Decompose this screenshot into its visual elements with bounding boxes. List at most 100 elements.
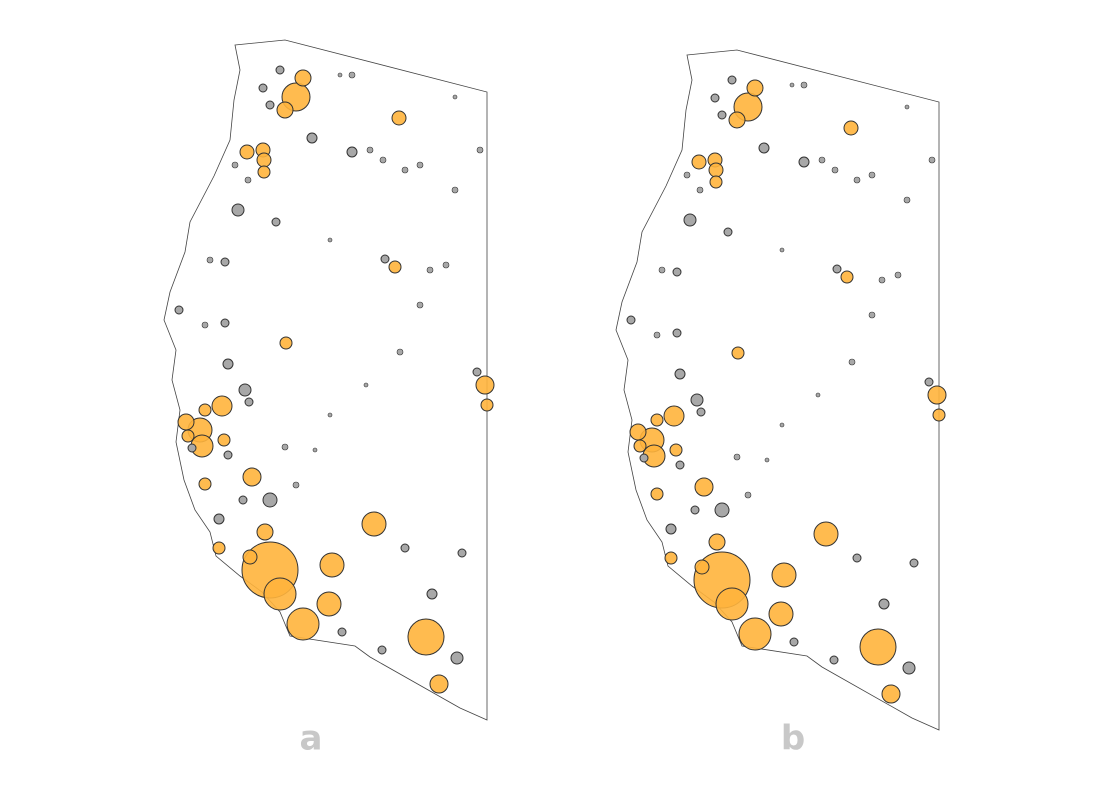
city-circle [312,447,318,453]
city-circle [903,196,911,204]
city-circle [672,328,682,338]
city-circle-highlight [475,375,495,395]
city-circle-highlight [319,552,345,578]
city-circle [665,523,677,535]
city-circle-highlight [715,587,749,621]
city-circle [187,443,197,453]
city-circle [262,492,278,508]
city-circle [363,382,369,388]
city-circle-highlight [771,562,797,588]
city-circle-highlight [177,413,195,431]
city-circle [238,495,248,505]
city-circle [426,266,434,274]
land [163,39,488,721]
city-circle-highlight [294,69,312,87]
city-circle-highlight [257,165,271,179]
city-circle [653,331,661,339]
city-circle-highlight [927,385,947,405]
city-circle-highlight [388,260,402,274]
city-circle [472,367,482,377]
city-circle [902,661,916,675]
city-circle [206,256,214,264]
city-circle-highlight [279,336,293,350]
city-circle-highlight [633,439,647,453]
city-circle [337,627,347,637]
map-panel [163,39,495,721]
city-circle-highlight [664,551,678,565]
city-circle-highlight [738,617,772,651]
city-circle-highlight [691,154,707,170]
city-circle [868,311,876,319]
city-circle-highlight [932,408,946,422]
city-circle-highlight [663,405,685,427]
city-circle [832,264,842,274]
city-circle [798,156,810,168]
city-circle-highlight [843,120,859,136]
city-circle [452,94,458,100]
city-circle [174,305,184,315]
city-circle-highlight [708,162,724,178]
city-circle [789,637,799,647]
city-circle-highlight [480,398,494,412]
city-circle-highlight [731,346,745,360]
panel-label: b [781,719,805,759]
city-circle [727,75,737,85]
city-circle [909,558,919,568]
city-circle-highlight [211,395,233,417]
city-circle [220,318,230,328]
city-circle [744,491,752,499]
city-circle [244,176,252,184]
city-circle [878,276,886,284]
city-circle-highlight [256,152,272,168]
city-circle-highlight [694,559,710,575]
city-circle [672,267,682,277]
city-circle [714,502,730,518]
city-circle [878,598,890,610]
city-circle-highlight [198,477,212,491]
city-circle [346,146,358,158]
city-circle [327,237,333,243]
city-circle-highlight [212,541,226,555]
city-circle [292,481,300,489]
city-circle-highlight [859,628,897,666]
city-circle-highlight [286,607,320,641]
city-circle [696,186,704,194]
city-circle [717,110,727,120]
city-circle [416,161,424,169]
city-circle-highlight [391,110,407,126]
city-circle [710,93,720,103]
city-circle [306,132,318,144]
city-circle [281,443,289,451]
city-circle [271,217,281,227]
city-circle [928,156,936,164]
land [615,49,940,731]
city-circle [244,397,254,407]
city-circle [476,146,484,154]
city-circle-highlight [361,511,387,537]
city-circle-highlight [242,467,262,487]
city-circle [831,166,839,174]
city-circle-highlight [242,549,258,565]
city-circle [924,377,934,387]
city-circle [723,227,733,237]
city-circle [213,513,225,525]
city-circle-highlight [650,413,664,427]
city-circle [868,171,876,179]
city-circle [829,655,839,665]
city-circle [848,358,856,366]
city-circle [894,271,902,279]
city-circle-highlight [840,270,854,284]
city-circle [223,450,233,460]
city-circle-highlight [768,601,794,627]
city-circle-highlight [198,403,212,417]
city-circle [779,247,785,253]
city-circle [258,83,268,93]
panel-label: a [300,719,323,759]
city-circle [450,651,464,665]
city-circle-highlight [650,487,664,501]
city-circle [366,146,374,154]
city-circle-highlight [239,144,255,160]
city-circle [396,348,404,356]
city-circle-highlight [429,674,449,694]
city-circle [904,104,910,110]
